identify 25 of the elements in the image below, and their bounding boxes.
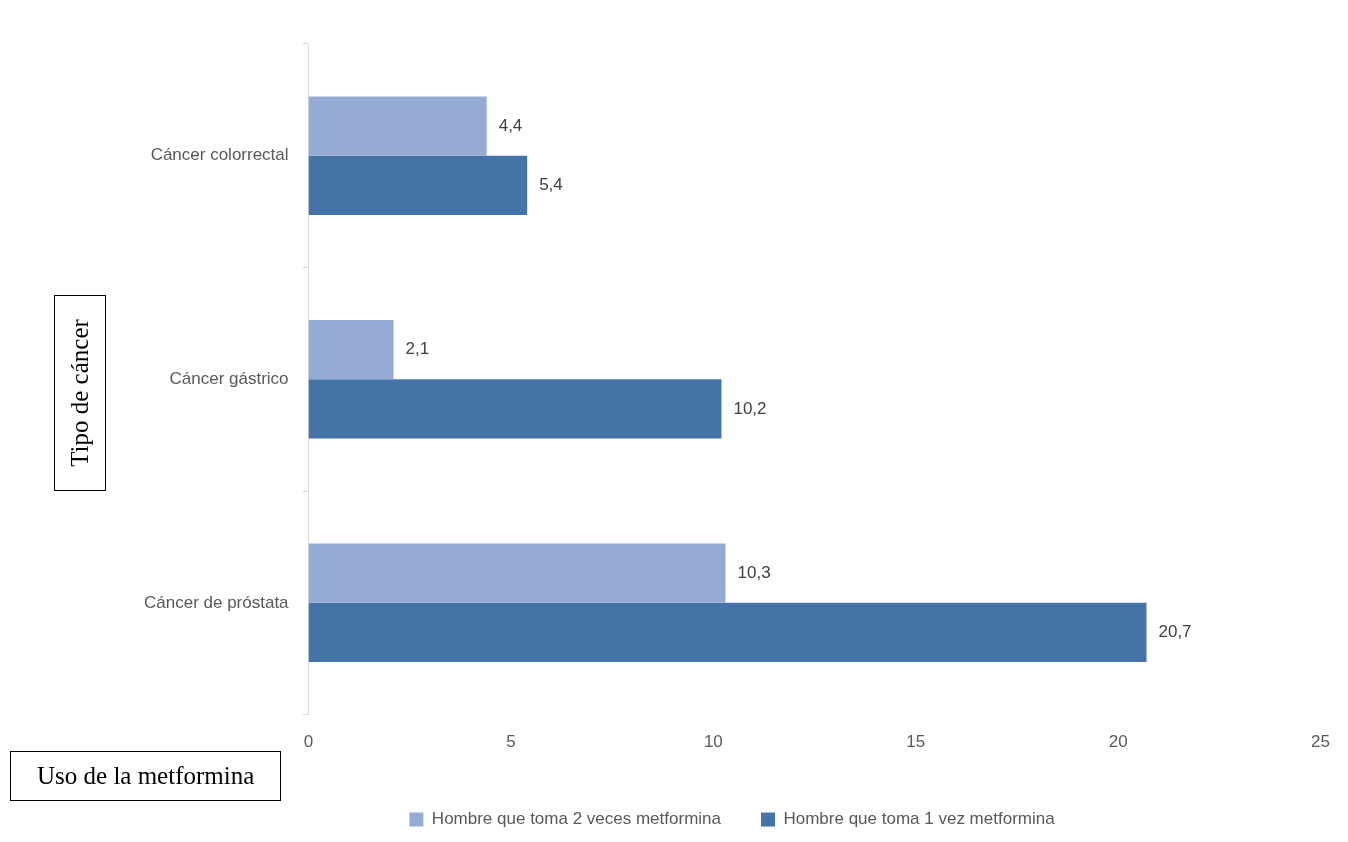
data-label: 20,7 <box>1158 622 1192 642</box>
y-axis-title: Tipo de cáncer <box>66 319 94 467</box>
bar <box>308 602 1147 663</box>
data-label: 5,4 <box>539 175 563 195</box>
x-tick-label: 0 <box>303 732 314 752</box>
bar <box>308 543 726 603</box>
bar <box>308 379 722 439</box>
x-tick-label: 25 <box>1311 732 1331 752</box>
data-label: 10,3 <box>737 562 771 582</box>
y-tick-label: Cáncer gástrico <box>169 368 289 388</box>
x-tick-label: 20 <box>1108 732 1128 752</box>
bar <box>308 155 528 215</box>
data-label: 4,4 <box>498 115 523 135</box>
x-tick-label: 15 <box>906 732 926 752</box>
bar <box>308 320 394 380</box>
data-label: 10,2 <box>733 398 767 418</box>
y-tick-label: Cáncer colorrectal <box>150 145 289 165</box>
x-axis-title: Uso de la metformina <box>10 751 282 801</box>
y-tick-label: Cáncer de próstata <box>143 592 290 612</box>
legend-label: Hombre que toma 2 veces metformina <box>431 809 722 829</box>
x-tick-label: 5 <box>506 732 516 752</box>
data-label: 2,1 <box>405 339 430 359</box>
legend-label: Hombre que toma 1 vez metformina <box>783 809 1056 829</box>
x-tick-label: 10 <box>703 732 723 752</box>
bar <box>308 96 487 156</box>
